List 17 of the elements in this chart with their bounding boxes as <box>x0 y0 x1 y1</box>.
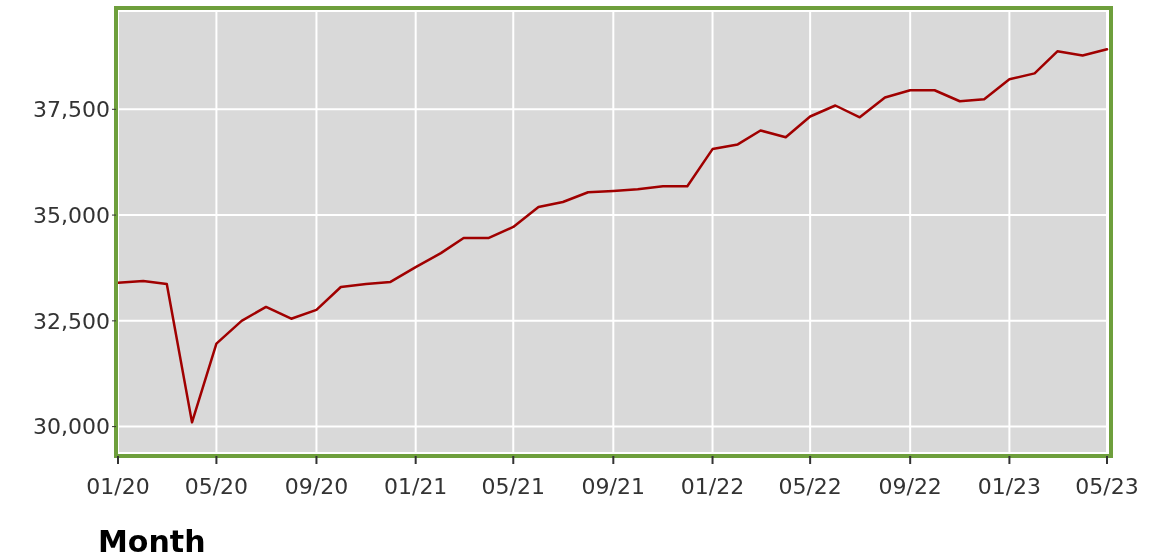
x-tick-label: 01/20 <box>86 474 150 499</box>
x-tick-label: 05/20 <box>184 474 249 499</box>
line-series <box>116 47 1109 424</box>
x-tick-label: 01/21 <box>383 474 448 499</box>
x-tick-label: 09/22 <box>878 474 942 499</box>
x-tick-label: 05/22 <box>778 474 842 499</box>
y-tick-label: 35,000 <box>33 202 110 228</box>
x-tick-label: 05/21 <box>481 474 545 499</box>
y-tick-label: 37,500 <box>33 97 110 123</box>
x-tick-label: 01/23 <box>977 474 1042 499</box>
x-tick-label: 01/22 <box>680 474 745 499</box>
y-tick-label: 30,000 <box>33 414 110 440</box>
x-tick-label: 09/20 <box>284 474 349 499</box>
y-tick-label: 32,500 <box>33 308 110 334</box>
x-tick-label: 05/23 <box>1075 474 1139 499</box>
x-axis-title: Month <box>98 524 206 559</box>
x-tick-label: 09/21 <box>581 474 646 499</box>
